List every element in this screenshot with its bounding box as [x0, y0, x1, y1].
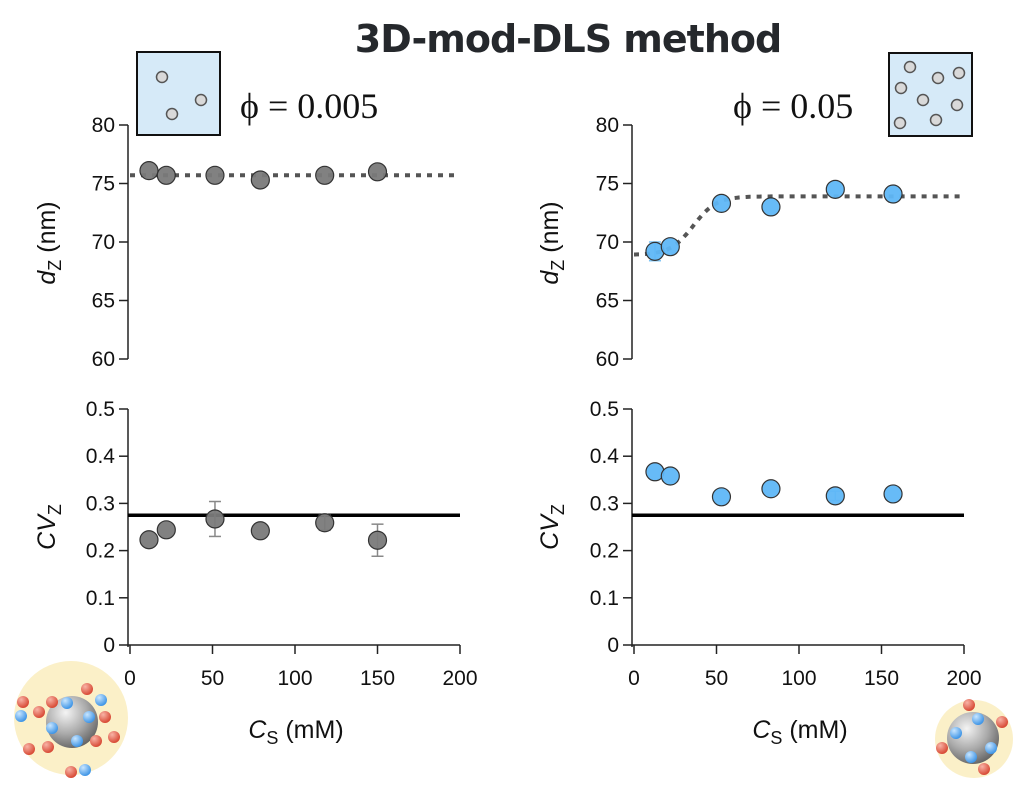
data-point	[367, 162, 388, 182]
data-point	[156, 520, 176, 540]
data-point	[711, 487, 732, 507]
data-point	[660, 237, 680, 257]
x-tick-label: 0	[628, 667, 640, 690]
y-tick-label: 60	[596, 348, 619, 371]
data-point	[367, 530, 388, 550]
y-tick-label: 0.3	[590, 492, 619, 515]
data-point	[156, 165, 176, 185]
y-tick-label: 0.4	[86, 445, 116, 468]
y-tick-label: 60	[92, 348, 115, 371]
xlabel-left: CS (mM)	[248, 716, 343, 748]
x-tick-label: 50	[201, 667, 224, 690]
y-tick-label: 0.5	[86, 398, 115, 421]
y-tick-label: 70	[596, 231, 619, 254]
y-tick-label: 65	[596, 290, 619, 313]
y-tick-label: 0.2	[590, 540, 619, 563]
plot-cvz-right: 0 0.1 0.2 0.3 0.4 0.5 0 50 100 150 200	[590, 398, 982, 690]
svg-text:dZ (nm): dZ (nm)	[33, 201, 65, 284]
phi-label-right: ϕ = 0.05	[733, 86, 853, 126]
y-tick-label: 0.4	[590, 445, 620, 468]
data-point	[825, 179, 845, 199]
phi-label-left: ϕ = 0.005	[240, 86, 378, 126]
plot-cvz-left: 0 0.1 0.2 0.3 0.4 0.5 0 50 100 150 200	[86, 398, 478, 690]
svg-text:CVZ: CVZ	[33, 504, 65, 550]
sparse-particles-icon	[136, 51, 221, 136]
ylabel-bottom-right: CVZ	[536, 504, 568, 550]
plot-dz-right: 60 65 70 75 80	[596, 114, 964, 371]
data-point	[250, 170, 270, 190]
data-point	[711, 193, 732, 213]
data-point	[883, 484, 903, 504]
x-tick-label: 150	[864, 667, 899, 690]
x-tick-label: 100	[781, 667, 816, 690]
x-tick-label: 50	[705, 667, 728, 690]
svg-text:CVZ: CVZ	[536, 504, 568, 550]
data-point	[660, 466, 680, 486]
particle-with-ion-cloud-large-icon	[14, 661, 128, 778]
data-point	[315, 513, 335, 533]
svg-text:dZ (nm): dZ (nm)	[536, 201, 568, 284]
y-tick-label: 0	[103, 634, 115, 657]
y-tick-label: 80	[596, 114, 619, 137]
data-point	[205, 509, 225, 529]
data-point	[205, 165, 225, 185]
ylabel-top-right: dZ (nm)	[536, 201, 568, 284]
data-point	[250, 521, 270, 541]
y-tick-label: 0.5	[590, 398, 619, 421]
y-tick-label: 0	[607, 634, 619, 657]
y-tick-label: 65	[92, 290, 115, 313]
ylabel-bottom-left: CVZ	[33, 504, 65, 550]
data-point	[139, 161, 159, 181]
data-point	[761, 197, 781, 217]
figure-title: 3D-mod-DLS method	[355, 17, 781, 61]
y-tick-label: 0.3	[86, 492, 115, 515]
dense-particles-icon	[888, 52, 973, 137]
fit-curve	[634, 194, 964, 257]
x-tick-label: 0	[124, 667, 136, 690]
xlabel-right: CS (mM)	[752, 716, 847, 748]
y-tick-label: 70	[92, 231, 115, 254]
ylabel-top-left: dZ (nm)	[33, 201, 65, 284]
x-tick-label: 200	[946, 667, 981, 690]
y-tick-label: 0.2	[86, 540, 115, 563]
data-point	[825, 486, 845, 506]
data-point	[761, 479, 781, 499]
data-point	[883, 184, 903, 204]
y-tick-label: 0.1	[86, 587, 115, 610]
y-tick-label: 0.1	[590, 587, 619, 610]
particle-with-ion-cloud-small-icon	[935, 699, 1013, 778]
y-tick-label: 75	[596, 173, 619, 196]
plot-dz-left: 60 65 70 75 80	[92, 114, 460, 371]
data-point	[315, 165, 335, 185]
y-tick-label: 80	[92, 114, 115, 137]
x-tick-label: 100	[277, 667, 312, 690]
x-tick-label: 150	[360, 667, 395, 690]
y-tick-label: 75	[92, 173, 115, 196]
data-point	[139, 530, 159, 550]
x-tick-label: 200	[442, 667, 477, 690]
